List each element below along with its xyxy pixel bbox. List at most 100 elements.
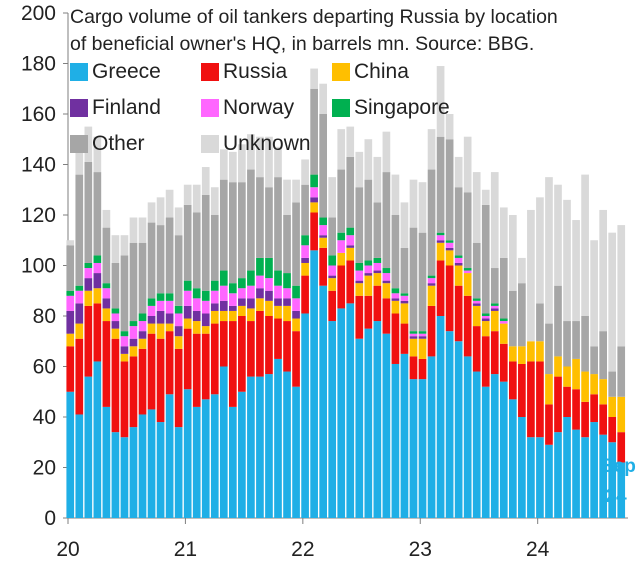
bar-segment-other xyxy=(156,225,165,294)
bar-segment-russia xyxy=(283,321,291,372)
legend-item-china: China xyxy=(332,60,409,84)
bar-segment-singapore xyxy=(183,280,192,291)
bar-segment-greece xyxy=(581,437,589,518)
bar-segment-russia xyxy=(111,338,120,433)
bar-segment-norway xyxy=(129,326,138,339)
bar-segment-china xyxy=(563,366,571,387)
bar-segment-norway xyxy=(346,235,355,246)
bar-segment-norway xyxy=(481,316,490,319)
bar-segment-norway xyxy=(355,270,364,281)
bar-segment-singapore xyxy=(219,270,228,286)
bar-segment-russia xyxy=(192,333,201,407)
bar-segment-norway xyxy=(319,225,327,236)
bar-segment-greece xyxy=(563,417,571,518)
bar-segment-greece xyxy=(102,406,111,518)
bar-segment-china xyxy=(219,310,228,322)
bar-segment-greece xyxy=(310,250,318,518)
bar-segment-russia xyxy=(427,305,436,357)
bar-segment-russia xyxy=(84,305,93,377)
bar-segment-russia xyxy=(355,295,364,339)
bar-segment-russia xyxy=(301,275,309,314)
bar-segment-unknown xyxy=(472,172,481,243)
legend-swatch-russia xyxy=(201,63,219,81)
bar-segment-greece xyxy=(219,366,228,518)
bar-segment-finland xyxy=(274,298,282,306)
bar-segment-other xyxy=(256,177,264,258)
bar-segment-unknown xyxy=(238,144,246,183)
bar-segment-unknown xyxy=(192,184,201,213)
bar-segment-other xyxy=(229,182,237,284)
legend-item-unknown: Unknown xyxy=(201,132,311,156)
bar-segment-china xyxy=(337,252,346,266)
bar-segment-other xyxy=(301,184,309,236)
bar-segment-other xyxy=(581,316,589,372)
legend-item-greece: Greece xyxy=(70,60,161,84)
bar-segment-china xyxy=(581,371,589,402)
bar-segment-russia xyxy=(66,346,75,392)
bar-segment-unknown xyxy=(391,174,400,215)
bar-segment-russia xyxy=(409,356,418,380)
bar-segment-singapore xyxy=(111,308,120,314)
bar-segment-russia xyxy=(436,260,445,316)
bar-segment-singapore xyxy=(75,285,84,291)
bar-segment-singapore xyxy=(391,288,400,294)
bar-segment-other xyxy=(102,227,111,284)
bar-segment-greece xyxy=(174,427,183,518)
bar-segment-unknown xyxy=(337,129,346,170)
bar-segment-singapore xyxy=(373,257,382,263)
bar-segment-china xyxy=(328,278,337,291)
legend-item-finland: Finland xyxy=(70,96,161,120)
bar-segment-other xyxy=(247,169,255,271)
bar-segment-china xyxy=(346,247,355,261)
bar-segment-singapore xyxy=(490,303,499,306)
bar-segment-china xyxy=(93,288,102,304)
bar-segment-finland xyxy=(346,245,355,248)
bar-segment-singapore xyxy=(147,298,156,306)
bar-segment-other xyxy=(328,217,337,256)
chart-title-line-2: of beneficial owner's HQ, in barrels mn.… xyxy=(70,33,535,55)
bar-segment-unknown xyxy=(120,235,129,256)
bar-segment-unknown xyxy=(346,126,355,157)
bar-segment-other xyxy=(490,268,499,304)
bar-segment-greece xyxy=(93,361,102,518)
bar-segment-unknown xyxy=(382,131,391,173)
bar-segment-other xyxy=(120,255,129,332)
chart-title-line-1: Cargo volume of oil tankers departing Ru… xyxy=(70,6,558,28)
bar-segment-finland xyxy=(409,336,418,339)
legend-label-china: China xyxy=(354,60,409,83)
bar-segment-finland xyxy=(256,288,264,299)
bar-segment-finland xyxy=(129,338,138,347)
bar-segment-singapore xyxy=(301,235,309,246)
bar-segment-greece xyxy=(481,386,490,518)
bar-segment-greece xyxy=(373,321,382,518)
bar-segment-russia xyxy=(490,331,499,375)
bar-segment-russia xyxy=(229,321,237,407)
bar-segment-singapore xyxy=(192,288,201,299)
bar-segment-china xyxy=(201,326,210,334)
bar-segment-russia xyxy=(545,404,553,445)
bar-segment-norway xyxy=(301,245,309,258)
end-label: Sep '24 xyxy=(601,452,636,512)
bar-segment-greece xyxy=(201,399,210,518)
bar-segment-russia xyxy=(382,298,391,334)
legend-label-finland: Finland xyxy=(92,96,161,119)
legend-swatch-china xyxy=(332,63,350,81)
bar-segment-china xyxy=(292,318,300,332)
bar-segment-norway xyxy=(499,321,508,324)
bar-segment-finland xyxy=(84,278,93,291)
bar-segment-greece xyxy=(183,389,192,518)
bar-segment-russia xyxy=(265,316,273,375)
bar-segment-greece xyxy=(238,391,246,518)
bar-segment-russia xyxy=(572,389,580,430)
bar-segment-russia xyxy=(509,361,517,400)
bar-segment-unknown xyxy=(138,217,147,243)
bar-segment-singapore xyxy=(427,275,436,279)
bar-segment-unknown xyxy=(174,207,183,236)
bar-segment-other xyxy=(454,187,463,256)
bar-segment-finland xyxy=(382,280,391,284)
bar-segment-norway xyxy=(93,262,102,274)
bar-segment-unknown xyxy=(454,156,463,188)
bar-segment-norway xyxy=(292,298,300,311)
bar-segment-finland xyxy=(138,331,147,339)
bar-segment-china xyxy=(111,328,120,339)
